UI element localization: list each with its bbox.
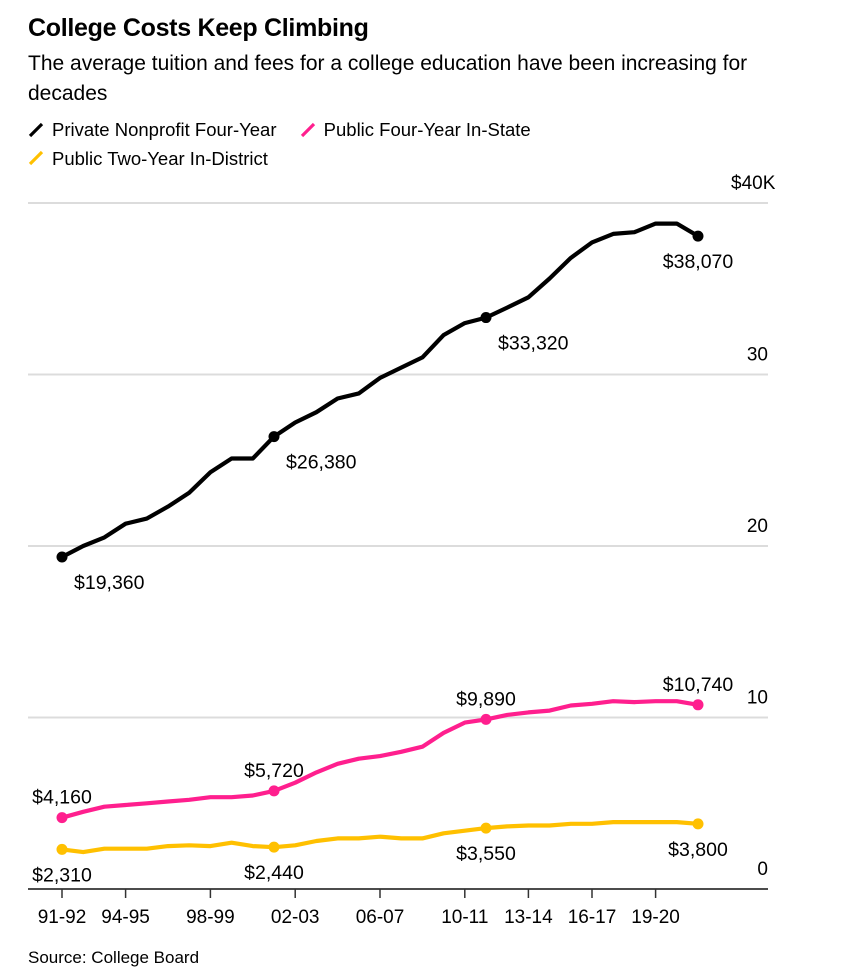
y-tick-label: 30 (747, 345, 768, 366)
legend-label: Public Two-Year In-District (52, 147, 268, 169)
data-label: $19,360 (74, 572, 145, 594)
source-note: Source: College Board (28, 948, 200, 967)
data-label: $3,800 (668, 839, 728, 861)
data-label: $4,160 (32, 787, 92, 809)
highlight-point (692, 818, 704, 830)
x-tick-label: 94-95 (101, 907, 150, 928)
legend-label: Private Nonprofit Four-Year (52, 119, 277, 140)
chart-title: College Costs Keep Climbing (28, 14, 369, 42)
x-tick-label: 91-92 (38, 907, 87, 928)
x-tick-label: 98-99 (186, 907, 235, 928)
y-axis-labels: 0 10 20 30 $40K (731, 173, 776, 880)
y-tick-label: 0 (757, 859, 768, 880)
series-line-public-four-year-in-state (59, 699, 701, 820)
highlight-point (480, 822, 492, 834)
x-tick-label: 10-11 (441, 907, 488, 928)
data-label: $5,720 (244, 760, 304, 782)
legend-swatch-icon (28, 150, 44, 166)
legend-label: Public Four-Year In-State (323, 119, 531, 140)
data-label: $38,070 (663, 251, 734, 273)
data-label: $2,440 (244, 862, 304, 884)
x-tick-label: 19-20 (631, 907, 680, 928)
x-tick-label: 16-17 (568, 907, 617, 928)
legend: Private Nonprofit Four-Year Public Four-… (28, 116, 748, 173)
y-tick-label: 20 (747, 516, 768, 537)
series-line-private-nonprofit-four-year (59, 221, 701, 560)
y-tick-label: $40K (731, 173, 776, 194)
legend-item-public-four-year: Public Four-Year In-State (300, 116, 531, 143)
data-label: $33,320 (498, 333, 569, 355)
highlight-point (56, 812, 68, 824)
data-label: $9,890 (456, 688, 516, 710)
highlight-point (692, 699, 704, 711)
highlight-point (692, 230, 704, 242)
highlight-point (480, 312, 492, 324)
legend-item-private-nonprofit: Private Nonprofit Four-Year (28, 116, 277, 143)
series-line-public-two-year-in-district (59, 819, 701, 855)
x-axis: 91-92 94-95 98-99 02-03 06-07 10-11 13-14 16-17… (28, 888, 768, 928)
highlight-point (268, 431, 280, 443)
highlight-point (480, 713, 492, 725)
highlight-point (268, 841, 280, 853)
x-tick-label: 13-14 (504, 907, 553, 928)
series-lines (56, 221, 704, 855)
highlight-point (56, 843, 68, 855)
y-tick-label: 10 (747, 688, 768, 709)
data-label: $10,740 (663, 674, 734, 696)
data-label: $3,550 (456, 843, 516, 865)
x-tick-label: 06-07 (356, 907, 405, 928)
highlight-point (268, 785, 280, 797)
x-tick-label: 02-03 (271, 907, 320, 928)
data-label: $26,380 (286, 452, 357, 474)
highlight-point (56, 551, 68, 563)
data-label: $2,310 (32, 864, 92, 886)
data-labels: $19,360 $26,380 $33,320 $38,070 $4,160 $5,720… (32, 251, 733, 886)
gridlines (28, 202, 768, 719)
legend-item-public-two-year: Public Two-Year In-District (28, 145, 268, 172)
chart-subtitle: The average tuition and fees for a colle… (28, 52, 748, 105)
legend-swatch-icon (300, 122, 315, 137)
legend-swatch-icon (28, 122, 44, 137)
